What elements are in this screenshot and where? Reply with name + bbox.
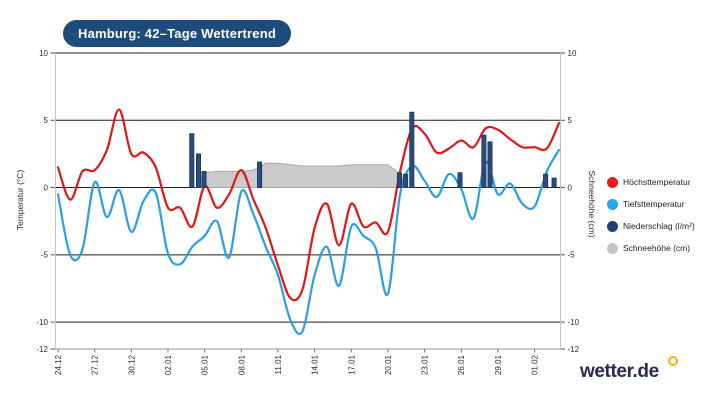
snow-dot-icon	[607, 242, 618, 254]
svg-text:-12: -12	[568, 345, 580, 354]
chart-title-badge: Hamburg: 42–Tage Wettertrend	[63, 20, 291, 47]
svg-text:14.01: 14.01	[311, 354, 320, 375]
svg-text:17.01: 17.01	[347, 354, 356, 375]
precipitation-dot-icon	[607, 220, 618, 232]
svg-text:02.01: 02.01	[164, 354, 173, 375]
svg-text:11.01: 11.01	[274, 354, 283, 374]
legend-label: Höchsttemperatur	[623, 177, 691, 187]
svg-text:01.02: 01.02	[531, 354, 540, 375]
logo-ring-icon	[668, 356, 678, 366]
chart-legend: Höchsttemperatur Tiefsttemperatur Nieder…	[607, 171, 713, 259]
svg-text:10: 10	[39, 49, 48, 58]
legend-label: Schneehöhe (cm)	[623, 243, 691, 253]
y-axis-label-snow: Schneehöhe (cm)	[587, 170, 597, 238]
y-axis-label-temperature: Temperatur (°C)	[15, 169, 25, 231]
wetter-de-logo[interactable]: wetter.de	[580, 356, 700, 391]
svg-text:-10: -10	[568, 318, 580, 327]
svg-text:08.01: 08.01	[237, 354, 246, 375]
legend-item-niederschlag: Niederschlag (l/m²)	[607, 215, 713, 237]
legend-item-hoechsttemperatur: Höchsttemperatur	[607, 171, 713, 193]
legend-label: Tiefsttemperatur	[623, 199, 685, 209]
svg-text:-5: -5	[41, 251, 49, 260]
legend-item-tiefsttemperatur: Tiefsttemperatur	[607, 193, 713, 215]
svg-text:0: 0	[44, 183, 49, 192]
svg-text:-5: -5	[568, 251, 576, 260]
svg-text:5: 5	[44, 116, 49, 125]
svg-text:27.12: 27.12	[91, 354, 100, 375]
svg-text:-10: -10	[36, 318, 48, 327]
svg-text:0: 0	[568, 183, 573, 192]
svg-text:05.01: 05.01	[201, 354, 210, 375]
svg-text:26.01: 26.01	[457, 354, 466, 375]
min-temp-dot-icon	[607, 198, 618, 210]
svg-text:23.01: 23.01	[421, 354, 430, 375]
svg-text:20.01: 20.01	[384, 354, 393, 375]
svg-text:29.01: 29.01	[494, 354, 503, 375]
svg-text:24.12: 24.12	[54, 354, 63, 375]
svg-text:5: 5	[568, 116, 573, 125]
legend-item-schneehoehe: Schneehöhe (cm)	[607, 237, 713, 259]
max-temp-dot-icon	[607, 176, 618, 188]
svg-text:10: 10	[568, 49, 577, 58]
legend-label: Niederschlag (l/m²)	[623, 221, 695, 231]
svg-text:-12: -12	[36, 345, 48, 354]
logo-text: wetter.de	[580, 361, 659, 382]
svg-text:30.12: 30.12	[127, 354, 136, 375]
